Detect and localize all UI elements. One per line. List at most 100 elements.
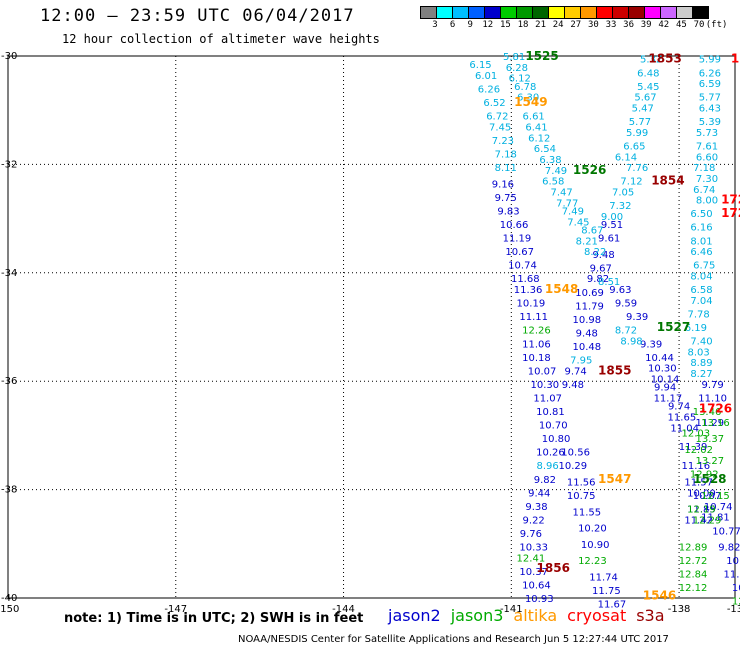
wave-height-label: 6.58: [690, 285, 712, 296]
wave-height-label: 10.81: [536, 407, 565, 418]
wave-height-label: 11.19: [503, 234, 532, 245]
wave-height-label: 9.48: [576, 328, 598, 339]
wave-height-label: 6.54: [534, 144, 556, 155]
color-swatch: [692, 6, 709, 19]
color-scale-label: 45: [675, 20, 687, 30]
pass-time-label: 172: [731, 52, 740, 66]
wave-height-label: 6.52: [483, 98, 505, 109]
wave-height-label: 7.18: [495, 150, 517, 161]
wave-height-label: 7.23: [492, 136, 514, 147]
wave-height-label: 7.45: [489, 122, 511, 133]
color-scale-label: 70: [693, 20, 705, 30]
wave-height-label: 6.72: [486, 112, 508, 123]
wave-height-label: 6.28: [506, 63, 528, 74]
wave-height-label: 9.48: [562, 380, 584, 391]
wave-height-label: 8.89: [690, 358, 712, 369]
wave-height-label: 9.63: [609, 285, 631, 296]
wave-height-label: 7.32: [609, 201, 631, 212]
color-scale-label: 9: [467, 20, 473, 30]
wave-height-label: 10.98: [726, 556, 740, 567]
wave-height-label: 13.46: [693, 407, 722, 418]
color-scale-label: 33: [605, 20, 617, 30]
x-tick-label: -144: [332, 604, 355, 615]
wave-height-label: 11.68: [511, 274, 540, 285]
wave-height-label: 9.75: [495, 193, 517, 204]
wave-height-label: 6.26: [699, 68, 721, 79]
wave-height-label: 12.03: [682, 429, 711, 440]
wave-height-label: 5.77: [629, 117, 651, 128]
wave-height-label: 6.48: [637, 68, 659, 79]
wave-height-label: 7.78: [688, 309, 710, 320]
wave-height-label: 10.30: [531, 380, 560, 391]
wave-height-label: 9.74: [564, 366, 586, 377]
wave-height-label: 9.00: [601, 212, 623, 223]
wave-height-label: 6.16: [690, 223, 712, 234]
wave-height-label: 5.45: [637, 82, 659, 93]
color-scale-label: 3: [432, 20, 438, 30]
x-tick-label: -13: [727, 604, 740, 615]
wave-height-label: 11.36: [514, 285, 543, 296]
wave-height-label: 10.07: [528, 366, 557, 377]
x-tick-label: -150: [0, 604, 19, 615]
wave-height-label: 8.98: [620, 337, 642, 348]
wave-height-label: 6.43: [699, 103, 721, 114]
wave-height-label: 11.74: [589, 572, 618, 583]
wave-height-label: 7.04: [690, 296, 712, 307]
wave-height-label: 11.10: [698, 393, 727, 404]
wave-height-label: 8.96: [537, 461, 559, 472]
wave-height-label: 6.58: [542, 177, 564, 188]
pass-time-label: 1853: [648, 52, 681, 66]
wave-height-label: 10.77: [712, 526, 740, 537]
pass-time-label: 1549: [514, 95, 547, 109]
wave-height-label: 10.74: [508, 261, 537, 272]
wave-height-label: 11.04: [670, 423, 699, 434]
wave-height-label: 6.41: [525, 122, 547, 133]
pass-time-label: 1546: [643, 588, 676, 602]
wave-height-label: 10.26: [536, 448, 565, 459]
wave-height-label: 12.29: [693, 515, 722, 526]
wave-height-label: 6.60: [696, 152, 718, 163]
wave-height-label: 10.64: [522, 580, 551, 591]
wave-height-label: 6.15: [469, 60, 491, 71]
wave-height-label: 10.18: [522, 353, 551, 364]
wave-height-label: 9.39: [640, 339, 662, 350]
wave-height-label: 11.39: [679, 442, 708, 453]
wave-height-label: 10.07: [693, 491, 722, 502]
wave-height-label: 5.73: [696, 128, 718, 139]
wave-height-label: 11.55: [572, 507, 601, 518]
wave-height-label: 8.21: [576, 236, 598, 247]
y-tick-label: -32: [1, 159, 17, 170]
wave-height-label: 9.83: [497, 206, 519, 217]
wave-height-label: 10.67: [505, 247, 534, 258]
x-tick-label: -141: [500, 604, 523, 615]
color-scale-label: 12: [482, 20, 494, 30]
wave-height-label: 7.30: [696, 174, 718, 185]
wave-height-label: 6.19: [685, 323, 707, 334]
color-scale-label: 15: [499, 20, 511, 30]
pass-time-label: 1855: [598, 363, 631, 377]
wave-height-label: 11.56: [567, 477, 596, 488]
wave-height-label: 9.82: [718, 543, 740, 554]
footnote: note: 1) Time is in UTC; 2) SWH is in fe…: [64, 611, 364, 626]
wave-height-label: 8.67: [581, 225, 603, 236]
wave-height-label: 8.00: [696, 196, 718, 207]
pass-time-label: 1525: [525, 49, 558, 63]
wave-height-label: 6.14: [615, 152, 637, 163]
wave-height-label: 8.03: [688, 347, 710, 358]
wave-height-label: 7.12: [620, 177, 642, 188]
wave-height-label: 11.07: [533, 393, 562, 404]
color-scale-labels: 3 6 9 12 15 18 21 24 27 30 33 36 39 42 45 70 (ft): [421, 20, 740, 34]
color-scale-label: (ft): [705, 20, 728, 30]
wave-height-label: 9.39: [626, 312, 648, 323]
wave-height-label: 9.76: [520, 529, 542, 540]
wave-height-label: 10.29: [559, 461, 588, 472]
color-scale-label: 30: [587, 20, 599, 30]
wave-height-label: 7.05: [612, 188, 634, 199]
wave-height-label: 9.79: [701, 380, 723, 391]
wave-height-label: 8.27: [690, 369, 712, 380]
wave-height-label: 9.59: [615, 299, 637, 310]
wave-height-label: 10.66: [500, 220, 529, 231]
wave-height-label: 10.56: [561, 448, 590, 459]
wave-height-label: 11.29: [696, 418, 725, 429]
